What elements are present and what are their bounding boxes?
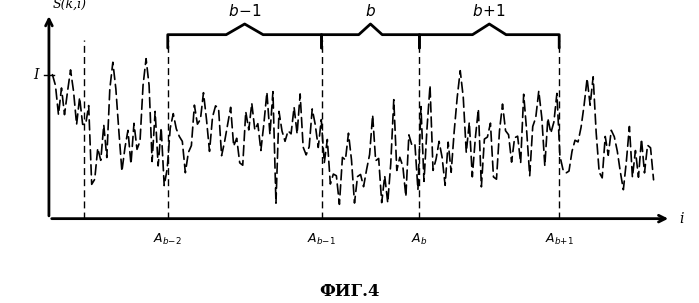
Text: S(k,i): S(k,i) — [52, 0, 87, 11]
Text: $b\!+\!1$: $b\!+\!1$ — [473, 3, 506, 19]
Text: ФИГ.4: ФИГ.4 — [319, 283, 380, 300]
Text: $A_{b\mathit{-}2}$: $A_{b\mathit{-}2}$ — [153, 232, 182, 247]
Text: $A_{b\mathit{-}1}$: $A_{b\mathit{-}1}$ — [307, 232, 336, 247]
Text: $A_{b\mathit{+}1}$: $A_{b\mathit{+}1}$ — [545, 232, 574, 247]
Text: i: i — [679, 211, 684, 226]
Text: $b\!-\!1$: $b\!-\!1$ — [228, 3, 261, 19]
Text: $b$: $b$ — [365, 3, 376, 19]
Text: I: I — [33, 68, 38, 82]
Text: $A_{b}$: $A_{b}$ — [411, 232, 428, 247]
